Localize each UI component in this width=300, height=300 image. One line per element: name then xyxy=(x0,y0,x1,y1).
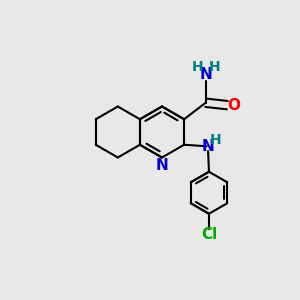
Text: N: N xyxy=(156,158,168,172)
Text: O: O xyxy=(227,98,240,112)
Text: H: H xyxy=(191,60,203,74)
Text: H: H xyxy=(208,60,220,74)
Text: N: N xyxy=(202,139,214,154)
Text: H: H xyxy=(210,133,221,147)
Text: Cl: Cl xyxy=(201,227,217,242)
Text: N: N xyxy=(199,67,212,82)
